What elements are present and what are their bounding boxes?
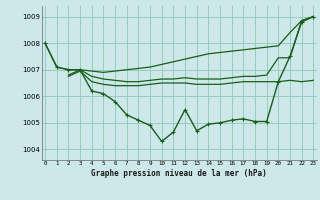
X-axis label: Graphe pression niveau de la mer (hPa): Graphe pression niveau de la mer (hPa) (91, 169, 267, 178)
